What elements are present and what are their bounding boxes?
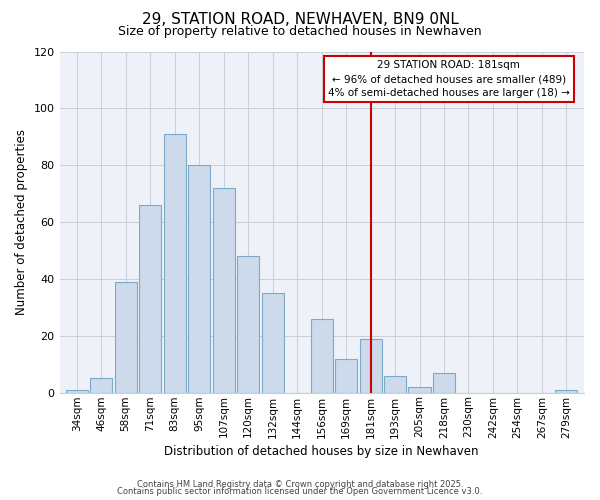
- Text: 29 STATION ROAD: 181sqm
← 96% of detached houses are smaller (489)
4% of semi-de: 29 STATION ROAD: 181sqm ← 96% of detache…: [328, 60, 570, 98]
- X-axis label: Distribution of detached houses by size in Newhaven: Distribution of detached houses by size …: [164, 444, 479, 458]
- Text: Size of property relative to detached houses in Newhaven: Size of property relative to detached ho…: [118, 25, 482, 38]
- Bar: [433, 373, 455, 392]
- Text: Contains public sector information licensed under the Open Government Licence v3: Contains public sector information licen…: [118, 488, 482, 496]
- Text: 29, STATION ROAD, NEWHAVEN, BN9 0NL: 29, STATION ROAD, NEWHAVEN, BN9 0NL: [142, 12, 458, 28]
- Bar: [556, 390, 577, 392]
- Bar: [139, 205, 161, 392]
- Bar: [359, 338, 382, 392]
- Bar: [115, 282, 137, 393]
- Bar: [409, 387, 431, 392]
- Bar: [311, 318, 332, 392]
- Bar: [384, 376, 406, 392]
- Bar: [188, 165, 210, 392]
- Bar: [237, 256, 259, 392]
- Bar: [335, 358, 357, 392]
- Bar: [262, 293, 284, 392]
- Text: Contains HM Land Registry data © Crown copyright and database right 2025.: Contains HM Land Registry data © Crown c…: [137, 480, 463, 489]
- Bar: [65, 390, 88, 392]
- Bar: [212, 188, 235, 392]
- Y-axis label: Number of detached properties: Number of detached properties: [15, 129, 28, 315]
- Bar: [164, 134, 185, 392]
- Bar: [90, 378, 112, 392]
